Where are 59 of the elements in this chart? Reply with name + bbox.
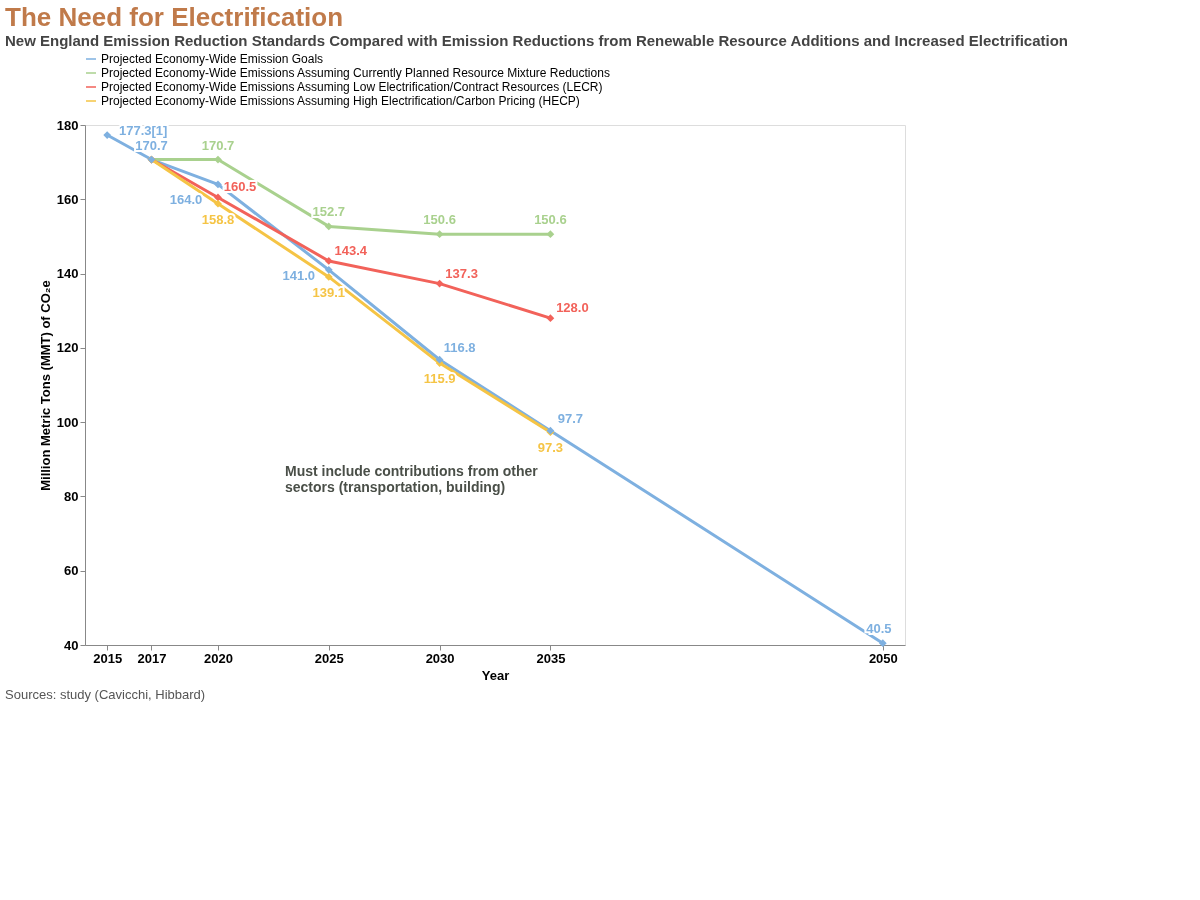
data-label: 137.3 xyxy=(445,265,478,281)
point xyxy=(435,279,444,288)
y-tick-label: 60 xyxy=(64,563,79,579)
chart-title: The Need for Electrification xyxy=(5,2,344,32)
y-tick-label: 160 xyxy=(56,191,79,207)
legend-label: Projected Economy-Wide Emission Goals xyxy=(101,52,324,66)
point xyxy=(324,265,333,274)
data-label: 116.8 xyxy=(443,339,476,355)
point xyxy=(435,230,444,239)
point xyxy=(214,193,222,202)
data-label: 150.6 xyxy=(534,212,567,228)
data-label: 97.3 xyxy=(537,440,564,456)
point xyxy=(324,257,333,265)
point xyxy=(435,355,444,364)
point xyxy=(324,222,333,231)
y-axis-title: Million Metric Tons (MMT) of CO₂e xyxy=(37,280,53,491)
point xyxy=(214,199,222,208)
y-tick-label: 100 xyxy=(56,414,79,430)
data-label: 139.1 xyxy=(312,284,346,300)
data-label: 128.0 xyxy=(556,300,589,316)
y-tick-label: 40 xyxy=(64,637,79,653)
y-tick-label: 180 xyxy=(56,117,79,133)
point xyxy=(214,155,222,164)
data-label: 158.8 xyxy=(201,211,235,227)
data-label: 160.5 xyxy=(223,179,257,195)
y-tick-label: 120 xyxy=(56,340,79,356)
data-label: 177.3[1] xyxy=(118,123,168,139)
x-tick-label: 2035 xyxy=(536,650,566,666)
legend-label: Projected Economy-Wide Emissions Assuming High Electrification/Carbon Pricing (HECP) xyxy=(101,94,580,108)
point xyxy=(214,180,222,189)
data-label: 115.9 xyxy=(423,371,456,387)
x-tick-label: 2030 xyxy=(425,650,455,666)
data-label: 164.0 xyxy=(169,192,203,208)
x-tick-label: 2050 xyxy=(868,650,898,666)
legend-label: Projected Economy-Wide Emissions Assuming Low Electrification/Contract Resources (LECR) xyxy=(101,80,603,94)
data-label: 152.7 xyxy=(312,204,346,220)
chart-subtitle: New England Emission Reduction Standards Compared with Emission Reductions from Renewable Resource Additions and Increased Electrification xyxy=(5,32,1068,49)
point xyxy=(878,639,887,648)
point xyxy=(546,314,555,323)
y-tick-label: 140 xyxy=(56,266,79,282)
data-label: 150.6 xyxy=(423,212,456,228)
data-label: 141.0 xyxy=(282,267,316,283)
x-tick-label: 2020 xyxy=(204,650,233,666)
source-note: Sources: study (Cavicchi, Hibbard) xyxy=(5,687,206,702)
y-tick-label: 80 xyxy=(64,488,79,504)
annotation: Must include contributions from other sectors (transportation, building) xyxy=(285,463,539,495)
data-label: 170.7 xyxy=(135,137,168,153)
point xyxy=(103,131,112,139)
x-tick-label: 2017 xyxy=(137,650,167,666)
point xyxy=(324,273,333,281)
point xyxy=(546,230,555,239)
legend-label: Projected Economy-Wide Emissions Assuming Currently Planned Resource Mixture Reductions xyxy=(101,66,610,80)
data-label: 40.5 xyxy=(866,621,892,637)
x-axis-title: Year xyxy=(481,667,510,683)
x-tick-label: 2025 xyxy=(314,650,344,666)
data-label: 143.4 xyxy=(334,242,368,258)
data-label: 170.7 xyxy=(201,137,235,153)
data-label: 97.7 xyxy=(557,410,584,426)
x-tick-label: 2015 xyxy=(93,650,123,666)
